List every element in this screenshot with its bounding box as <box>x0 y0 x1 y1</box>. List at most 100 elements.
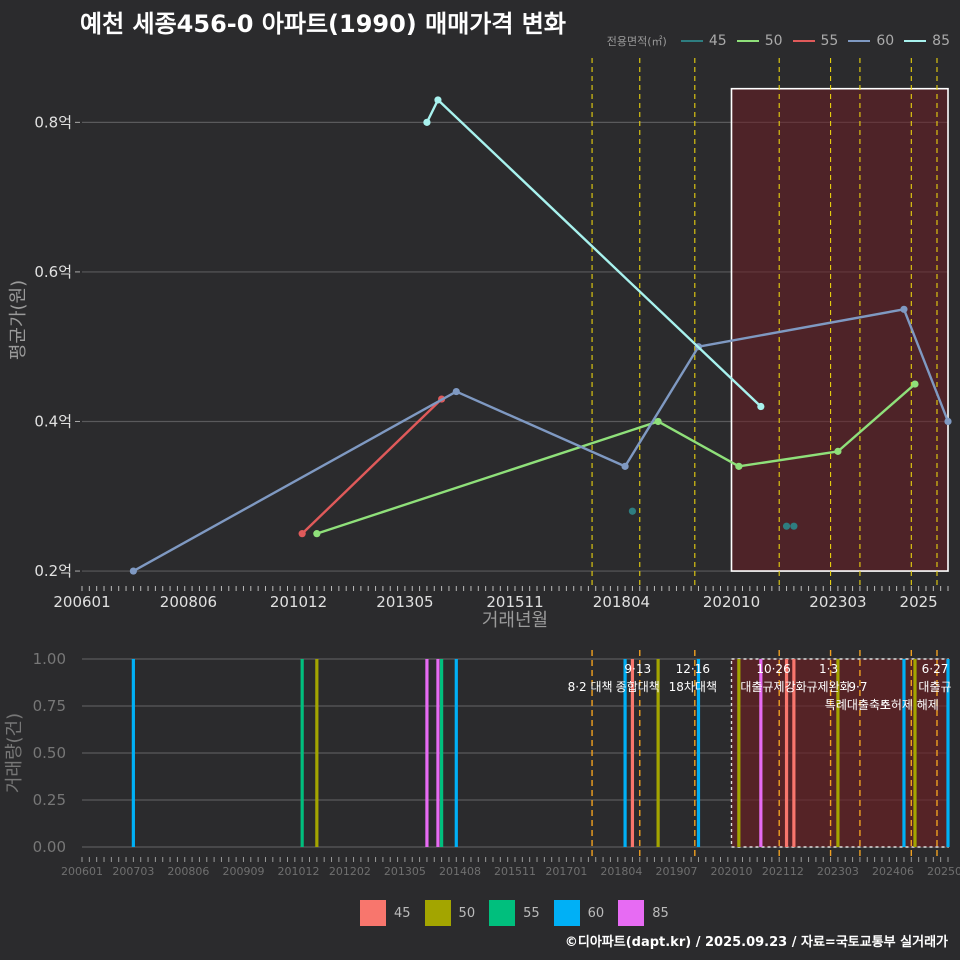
series-line-55 <box>301 398 443 535</box>
policy-label: 8·2 대책 <box>568 679 613 694</box>
legend-swatch <box>792 40 815 42</box>
x-tick-label: 201907 <box>655 865 697 878</box>
x-tick-label: 201701 <box>545 865 587 878</box>
legend-label: 60 <box>876 33 895 49</box>
legend-label: 85 <box>932 33 950 49</box>
x-tick-label: 201012 <box>270 593 327 611</box>
chart-title: 예천 세종456-0 아파트(1990) 매매가격 변화 <box>80 10 566 38</box>
legend-box <box>618 900 645 926</box>
policy-label: 1·3 <box>819 662 838 676</box>
policy-label: 6·27 <box>922 662 949 676</box>
x-tick-label: 200806 <box>160 593 217 611</box>
legend-item-60: 60 <box>848 33 894 49</box>
legend-box <box>489 900 516 926</box>
legend-swatch <box>904 40 927 42</box>
series-line-85 <box>425 98 762 408</box>
data-point-55 <box>298 530 306 538</box>
x-tick-label: 201511 <box>494 865 536 878</box>
x-tick-label: 2025 <box>900 593 938 611</box>
policy-label: 대출규 <box>918 680 951 694</box>
bottom-legend-item-50: 50 <box>424 900 476 926</box>
bottom-legend-item-85: 85 <box>618 900 669 926</box>
x-axis-label: 거래년월 <box>482 610 548 631</box>
data-point-60 <box>944 417 952 426</box>
series-line-60 <box>132 308 950 573</box>
y-axis-label: 평균가(원) <box>8 280 29 360</box>
data-point-85 <box>757 402 765 411</box>
data-point-45 <box>628 507 637 515</box>
policy-label: 12·16 <box>676 662 710 676</box>
data-point-60 <box>900 305 908 313</box>
legend-box <box>553 900 580 926</box>
x-tick-label: 201804 <box>600 865 642 878</box>
policy-label: 토허제 해제 <box>880 698 939 712</box>
policy-label: 9·7 <box>848 680 867 694</box>
top-legend: 전용면적(㎡) 45 50 55 60 85 <box>607 33 950 49</box>
data-point-50 <box>654 417 662 426</box>
data-point-60 <box>621 462 629 470</box>
bottom-legend: 45 50 55 60 85 <box>360 900 669 926</box>
legend-box <box>424 900 451 926</box>
x-tick-label: 202010 <box>711 865 753 878</box>
bottom-legend-item-55: 55 <box>489 900 540 926</box>
data-point-50 <box>735 462 743 470</box>
policy-label: 특례대출축소 <box>825 698 891 712</box>
policy-label: 대출규제강화 <box>740 680 806 694</box>
legend-item-50: 50 <box>736 33 783 49</box>
x-tick-label: 200909 <box>222 865 264 878</box>
legend-label: 55 <box>523 905 540 921</box>
legend-item-55: 55 <box>792 33 839 49</box>
data-point-60 <box>129 567 137 575</box>
x-tick-label: 202010 <box>703 593 760 611</box>
x-tick-label: 202303 <box>809 593 866 611</box>
x-tick-label: 200601 <box>61 865 103 878</box>
legend-label: 60 <box>587 905 605 921</box>
policy-label: 종합대책 <box>616 679 660 694</box>
data-point-85 <box>423 118 431 126</box>
x-tick-label: 200806 <box>167 865 209 878</box>
policy-label: 18차대책 <box>669 679 717 694</box>
x-tick-label: 202303 <box>817 865 859 878</box>
legend-label: 45 <box>394 905 411 921</box>
data-point-50 <box>911 380 919 388</box>
data-point-45 <box>790 522 798 530</box>
legend-label: 45 <box>708 33 727 49</box>
y-tick-label: 0.4억 <box>34 412 72 430</box>
y-tick-label: 1.00 <box>33 650 66 668</box>
x-tick-label: 202406 <box>872 865 914 878</box>
y-tick-label: 0.8억 <box>34 113 72 131</box>
legend-swatch <box>848 40 871 42</box>
x-tick-label: 202509 <box>927 865 960 878</box>
data-point-45 <box>782 522 791 530</box>
y-tick-label: 0.2억 <box>34 562 72 580</box>
data-point-50 <box>834 447 842 455</box>
y-tick-label: 0.75 <box>33 697 66 715</box>
x-tick-label: 200703 <box>112 865 154 878</box>
policy-label: 규제완화 <box>806 680 850 694</box>
x-tick-label: 200601 <box>53 593 110 611</box>
x-tick-label: 201202 <box>329 865 371 878</box>
legend-box <box>360 900 386 926</box>
legend-swatch <box>736 40 759 42</box>
y-tick-label: 0.25 <box>33 791 66 809</box>
y-tick-label: 0.50 <box>33 744 66 762</box>
legend-title: 전용면적(㎡) <box>606 35 667 48</box>
x-tick-label: 201012 <box>278 865 320 878</box>
legend-item-85: 85 <box>904 33 950 49</box>
x-tick-label: 201305 <box>384 865 426 878</box>
legend-swatch <box>680 40 703 42</box>
x-tick-label: 201511 <box>486 593 543 611</box>
legend-item-45: 45 <box>680 33 727 49</box>
policy-label: 9·13 <box>624 662 651 676</box>
policy-label: 10·26 <box>756 662 790 676</box>
x-tick-label: 201804 <box>593 593 650 611</box>
y-tick-label: 0.00 <box>33 838 66 856</box>
legend-label: 55 <box>820 33 839 49</box>
data-point-85 <box>434 96 442 104</box>
legend-label: 50 <box>458 905 476 921</box>
source-credit: ©디아파트(dapt.kr) / 2025.09.23 / 자료=국토교통부 실… <box>564 935 948 950</box>
data-point-50 <box>313 530 321 538</box>
highlight-range-box <box>730 87 949 572</box>
legend-label: 50 <box>764 33 783 49</box>
